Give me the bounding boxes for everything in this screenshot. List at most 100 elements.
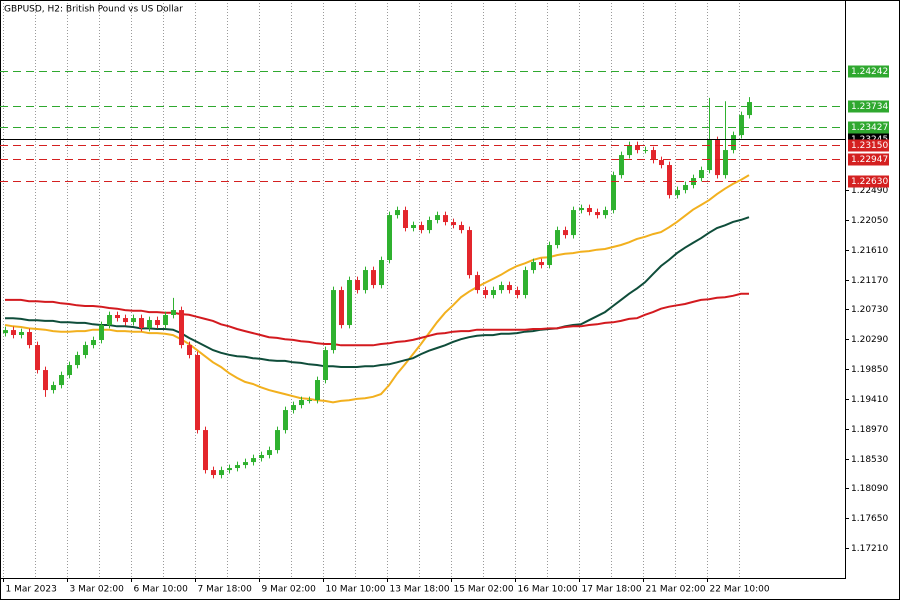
candle-body [123,318,128,323]
candle-body [275,430,280,451]
candle-body [211,470,216,476]
candle-body [243,462,248,466]
candle-body [115,315,120,319]
candle-body [523,270,528,296]
candle-body [547,245,552,266]
candle-body [299,400,304,406]
candle-body [643,150,648,152]
candle-body [347,280,352,326]
y-tick-label: 1.20730 [851,305,888,315]
candle-body [163,315,168,326]
candle-body [459,225,464,231]
candle-body [387,215,392,261]
candle-body [75,355,80,366]
x-tick-label: 10 Mar 10:00 [326,585,386,595]
y-tick-label: 1.20290 [851,335,888,345]
candle-body [171,310,176,316]
candle-body [707,140,712,171]
candle-body [195,355,200,431]
y-tick-label: 1.17210 [851,544,888,554]
x-tick-label: 7 Mar 18:00 [198,585,253,595]
y-tick-label: 1.18090 [851,484,888,494]
x-tick-label: 6 Mar 10:00 [134,585,189,595]
candle-body [699,170,704,179]
candle-body [499,285,504,291]
x-tick-label: 9 Mar 02:00 [262,585,317,595]
candle-body [371,270,376,286]
candle-body [307,400,312,402]
candle-body [491,290,496,296]
candle-body [675,190,680,196]
candle-body [3,330,8,334]
x-tick-label: 13 Mar 18:00 [390,585,450,595]
x-tick-label: 16 Mar 10:00 [518,585,578,595]
candle-body [443,215,448,223]
y-tick-label: 1.17650 [851,514,888,524]
candle-body [619,155,624,176]
plot [3,97,752,479]
price-level-box [848,100,889,113]
candle-body [219,470,224,476]
candle-body [43,370,48,391]
y-tick-label: 1.18530 [851,455,888,465]
x-tick-label: 22 Mar 10:00 [710,585,770,595]
y-tick-label: 1.19850 [851,365,888,375]
candle-body [323,350,328,381]
candle-body [131,318,136,323]
candle-body [35,345,40,371]
candle-body [611,175,616,211]
candle-body [331,290,336,351]
candle-body [291,405,296,411]
candle-body [251,458,256,463]
x-tick-label: 3 Mar 02:00 [70,585,125,595]
y-tick-label: 1.22050 [851,216,888,226]
x-tick-label: 21 Mar 02:00 [646,585,706,595]
price-level-box [848,139,889,152]
candle-body [395,210,400,216]
y-tick-label: 1.21170 [851,276,888,286]
candle-body [555,230,560,246]
y-tick-label: 1.21610 [851,246,888,256]
moving-average [5,216,750,368]
candle-body [51,385,56,391]
candle-body [595,212,600,216]
candle-body [155,320,160,326]
price-level-label: 1.22947 [851,155,888,165]
candle-body [483,290,488,296]
candle-body [315,380,320,401]
y-tick-label: 1.22490 [851,186,888,196]
candle-body [723,150,728,176]
candle-body [27,332,32,346]
candle-body [731,135,736,151]
candle-body [11,330,16,336]
candle-body [227,468,232,471]
candle-body [355,280,360,291]
candle-body [571,210,576,236]
price-level-label: 1.23427 [851,123,888,133]
candle-body [747,102,752,116]
price-level-label: 1.23734 [851,102,888,112]
candle-body [667,165,672,196]
candle-body [515,290,520,296]
price-level-label: 1.22630 [851,177,888,187]
candle-body [475,275,480,291]
candle-body [267,450,272,456]
price-level-box [848,65,889,78]
candle-body [19,332,24,336]
candle-body [467,230,472,276]
price-level-label: 1.23150 [851,141,888,151]
candle-body [107,315,112,326]
price-level-label: 1.24242 [851,67,888,77]
y-tick-label: 1.19410 [851,395,888,405]
candle-body [635,145,640,151]
candle-body [651,150,656,161]
chart-title: GBPUSD, H2: British Pound vs US Dollar [4,5,183,15]
candle-body [339,290,344,326]
candle-body [179,310,184,346]
candle-body [739,115,744,136]
y-tick-label: 1.18970 [851,425,888,435]
candle-body [99,325,104,341]
grid [3,0,740,578]
